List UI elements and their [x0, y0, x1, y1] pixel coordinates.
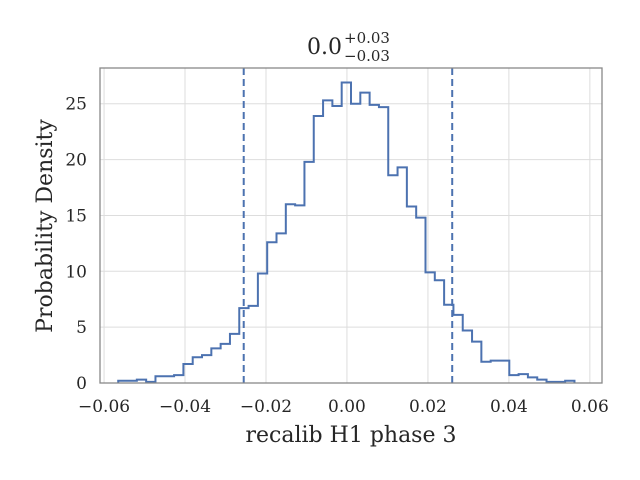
- grid-layer: [100, 68, 602, 384]
- credible-interval-lines: [242, 68, 454, 383]
- title-value: 0.0: [307, 35, 342, 60]
- y-tick-label: 25: [65, 95, 87, 115]
- y-axis-label: Probability Density: [33, 119, 58, 333]
- x-tick-label: 0.00: [328, 397, 366, 417]
- x-axis-label: recalib H1 phase 3: [246, 423, 457, 448]
- x-tick-label: −0.04: [159, 397, 211, 417]
- x-tick-label: 0.02: [409, 397, 447, 417]
- title-upper-error: +0.03: [344, 29, 390, 47]
- x-tick-label: −0.02: [240, 397, 292, 417]
- x-tick-label: 0.04: [490, 397, 528, 417]
- chart-title: 0.0 +0.03 −0.03: [307, 29, 390, 65]
- y-tick-label: 10: [65, 262, 87, 282]
- x-tick-labels: −0.06 −0.04 −0.02 0.00 0.02 0.04 0.06: [78, 397, 609, 417]
- plot-frame: [99, 67, 603, 384]
- title-lower-error: −0.03: [344, 47, 390, 65]
- y-tick-label: 20: [65, 151, 87, 171]
- histogram-layer: [117, 81, 576, 383]
- histogram-step-line: [117, 81, 576, 383]
- y-tick-label: 0: [76, 374, 87, 394]
- x-tick-label: 0.06: [571, 397, 609, 417]
- y-tick-label: 15: [65, 206, 87, 226]
- y-tick-labels: 0 5 10 15 20 25: [65, 95, 87, 394]
- x-tick-label: −0.06: [78, 397, 130, 417]
- y-tick-label: 5: [76, 318, 87, 338]
